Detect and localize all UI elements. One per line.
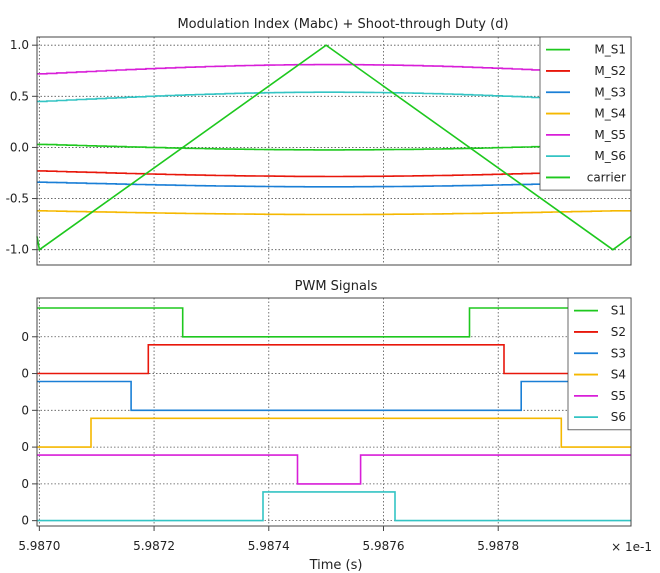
top-series-group xyxy=(36,44,632,252)
legend-label-s5: S5 xyxy=(611,389,626,403)
series-line-m-s4 xyxy=(37,210,631,216)
legend-label-m-s6: M_S6 xyxy=(594,149,626,163)
x-tick-label: 5.9874 xyxy=(248,539,290,553)
top-y-axis: 1.0 0.5 0.0 -0.5 -1.0 xyxy=(6,38,37,257)
x-tick-label: 5.9870 xyxy=(18,539,60,553)
pwm-line-s1 xyxy=(37,307,631,338)
x-tick-label: 5.9876 xyxy=(363,539,405,553)
bottom-y-tick-label: 0 xyxy=(21,477,29,491)
legend-label-s6: S6 xyxy=(611,410,626,424)
series-line-m-s2 xyxy=(37,170,631,178)
pwm-line-s3 xyxy=(37,380,631,412)
legend-label-s1: S1 xyxy=(611,304,626,318)
pwm-line-s6 xyxy=(37,491,631,522)
pwm-line-s5 xyxy=(37,454,631,485)
legend-box xyxy=(567,297,632,431)
top-y-tick-label: 0.0 xyxy=(10,140,29,154)
top-y-tick-label: -0.5 xyxy=(6,192,29,206)
top-chart-title: Modulation Index (Mabc) + Shoot-through … xyxy=(177,17,508,32)
legend-label-m-s4: M_S4 xyxy=(594,107,626,121)
series-line-m-s6 xyxy=(37,91,631,103)
top-y-tick-label: 0.5 xyxy=(10,89,29,103)
series-line-carrier xyxy=(36,44,632,252)
bottom-y-tick-label: 0 xyxy=(21,367,29,381)
bottom-y-tick-label: 0 xyxy=(21,514,29,528)
bottom-series-group xyxy=(37,307,631,522)
bottom-y-tick-label: 0 xyxy=(21,440,29,454)
bottom-y-axis: 0 0 0 0 0 0 xyxy=(21,330,37,528)
top-y-tick-label: 1.0 xyxy=(10,38,29,52)
x-tick-label: 5.9872 xyxy=(133,539,175,553)
legend-label-m-s2: M_S2 xyxy=(594,64,626,78)
x-axis-label: Time (s) xyxy=(309,558,363,573)
pwm-line-s2 xyxy=(37,343,631,375)
legend-label-m-s3: M_S3 xyxy=(594,85,626,99)
series-line-m-s1 xyxy=(37,143,631,151)
bottom-y-tick-label: 0 xyxy=(21,330,29,344)
x-tick-label: 5.9878 xyxy=(477,539,519,553)
legend-label-s4: S4 xyxy=(611,368,626,382)
pwm-line-s4 xyxy=(37,417,631,448)
x-multiplier-label: × 1e-1 xyxy=(611,540,652,554)
top-y-tick-label: -1.0 xyxy=(6,243,29,257)
legend-label-s2: S2 xyxy=(611,325,626,339)
bottom-y-tick-label: 0 xyxy=(21,403,29,417)
bottom-legend: S1 S2 S3 S4 S5 S6 xyxy=(567,297,632,431)
bottom-x-axis: 5.9870 5.9872 5.9874 5.9876 5.9878 xyxy=(18,526,519,553)
bottom-chart-title: PWM Signals xyxy=(295,279,378,294)
series-line-m-s5 xyxy=(37,63,631,75)
legend-label-carrier: carrier xyxy=(587,170,626,184)
legend-label-m-s5: M_S5 xyxy=(594,128,626,142)
legend-label-s3: S3 xyxy=(611,346,626,360)
legend-label-m-s1: M_S1 xyxy=(594,43,626,57)
